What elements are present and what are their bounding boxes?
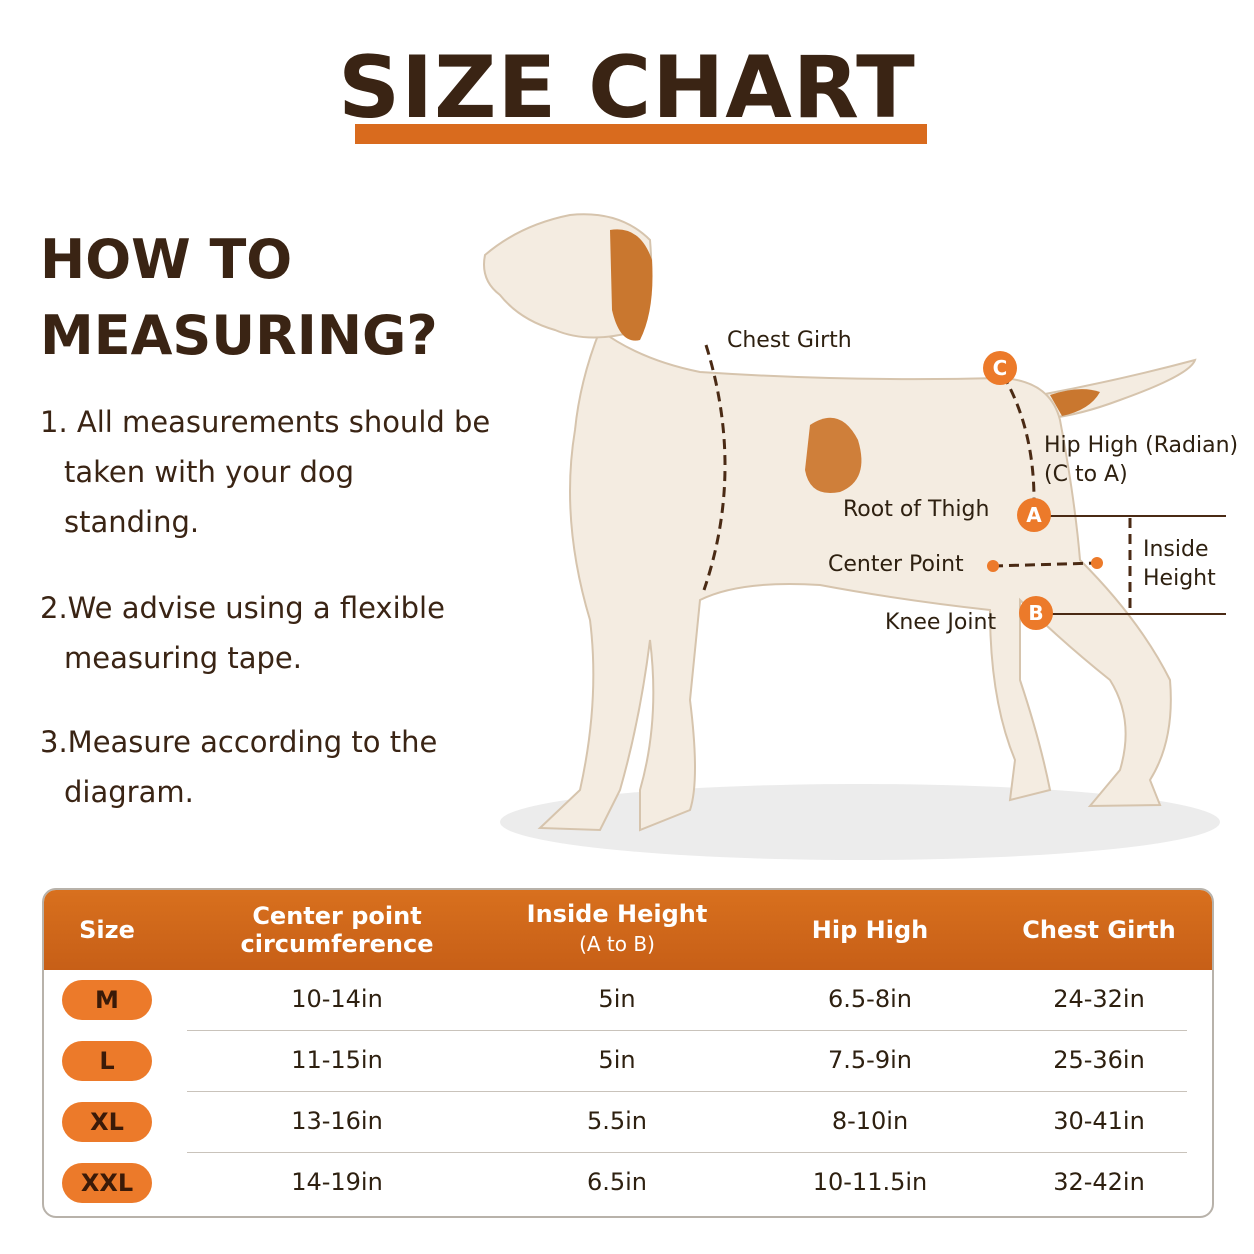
cell: 11-15in xyxy=(291,1046,383,1074)
cell: 5.5in xyxy=(586,1107,648,1135)
size-badge: L xyxy=(62,1041,152,1081)
row-separator xyxy=(187,1030,1187,1031)
column-header: Inside Height xyxy=(526,900,708,928)
marker-label: B xyxy=(1028,601,1044,625)
marker-label: C xyxy=(992,356,1008,380)
label: Root of Thigh xyxy=(843,497,990,522)
howto-heading: MEASURING? xyxy=(40,304,438,367)
cell: 6.5in xyxy=(586,1168,648,1196)
marker xyxy=(1019,596,1053,630)
cell: 13-16in xyxy=(291,1107,383,1135)
table-header: Size Center point circumference Inside Hei… xyxy=(44,890,1212,970)
cell: 8-10in xyxy=(831,1107,909,1135)
label: Inside Height xyxy=(1143,537,1216,591)
measure-lines xyxy=(702,344,1132,612)
cell: 5in xyxy=(598,1046,636,1074)
cell: 32-42in xyxy=(1053,1168,1145,1196)
step: 1. All measurements should be taken with… xyxy=(40,405,491,539)
cell: 10-11.5in xyxy=(812,1168,928,1196)
marker xyxy=(983,351,1017,385)
step: 3.Measure according to the diagram. xyxy=(40,725,438,809)
cell: 6.5-8in xyxy=(828,985,912,1013)
size-badge: XXL xyxy=(62,1163,152,1203)
cell: 25-36in xyxy=(1053,1046,1145,1074)
marker xyxy=(1017,498,1051,532)
column-note: (A to B) xyxy=(579,932,655,956)
dot xyxy=(987,560,999,572)
cell: 24-32in xyxy=(1053,985,1145,1013)
size-badge: XL xyxy=(62,1102,152,1142)
label: Chest Girth xyxy=(727,328,852,353)
howto-heading: HOW TO xyxy=(40,228,293,291)
tail-patch xyxy=(1050,389,1100,416)
row-separator xyxy=(187,1152,1187,1153)
column-header: Hip High xyxy=(811,916,929,944)
ear xyxy=(610,229,653,341)
step: 2.We advise using a flexible measuring t… xyxy=(40,591,445,675)
page-title: SIZE CHART xyxy=(338,38,916,138)
cell: 30-41in xyxy=(1053,1107,1145,1135)
title-underline xyxy=(355,124,927,144)
cell: 10-14in xyxy=(291,985,383,1013)
dot xyxy=(1091,557,1103,569)
cell: 14-19in xyxy=(291,1168,383,1196)
patch xyxy=(805,417,862,494)
dog xyxy=(483,213,1197,832)
column-header: Center point circumference xyxy=(240,902,434,958)
size-badge: M xyxy=(62,980,152,1020)
label: Center Point xyxy=(828,552,964,577)
dog-diagram xyxy=(483,213,1226,860)
column-header: Chest Girth xyxy=(1022,916,1176,944)
row-separator xyxy=(187,1091,1187,1092)
guide-lines xyxy=(1050,515,1226,615)
column-header: Size xyxy=(79,916,135,944)
cell: 5in xyxy=(598,985,636,1013)
size-table: Size Center point circumference Inside Hei… xyxy=(42,888,1214,1218)
label: (C to A) xyxy=(1044,462,1128,487)
marker-label: A xyxy=(1026,503,1042,527)
label: Knee Joint xyxy=(885,610,997,635)
cell: 7.5-9in xyxy=(828,1046,912,1074)
label: Hip High (Radian) xyxy=(1044,433,1239,458)
